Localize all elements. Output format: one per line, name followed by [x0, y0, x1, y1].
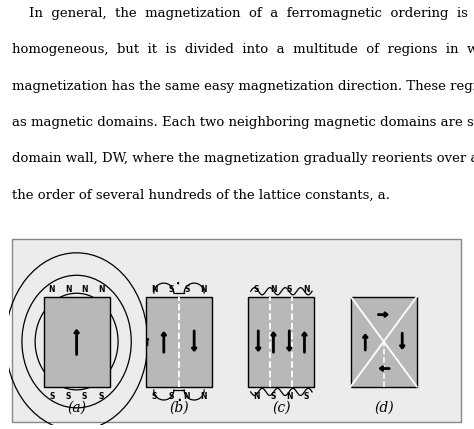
- Text: N: N: [201, 392, 207, 401]
- Text: N: N: [48, 285, 55, 294]
- Text: (a): (a): [67, 401, 86, 415]
- Text: N: N: [270, 285, 277, 294]
- Text: N: N: [82, 285, 88, 294]
- Text: N: N: [184, 392, 190, 401]
- Text: (b): (b): [169, 401, 189, 415]
- Text: S: S: [82, 392, 87, 401]
- Text: In  general,  the  magnetization  of  a  ferromagnetic  ordering  is  not: In general, the magnetization of a ferro…: [12, 7, 474, 20]
- Text: S: S: [168, 285, 173, 294]
- Text: N: N: [65, 285, 72, 294]
- Text: S: S: [271, 392, 276, 401]
- Text: N: N: [98, 285, 105, 294]
- Text: S: S: [168, 392, 173, 401]
- Text: S: S: [254, 285, 259, 294]
- Text: N: N: [151, 285, 157, 294]
- Text: S: S: [184, 285, 190, 294]
- Text: S: S: [303, 392, 309, 401]
- Text: N: N: [201, 285, 207, 294]
- Text: S: S: [99, 392, 104, 401]
- Text: magnetization has the same easy magnetization direction. These regions are calle: magnetization has the same easy magnetiz…: [12, 80, 474, 93]
- Text: (c): (c): [272, 401, 291, 415]
- Text: N: N: [303, 285, 310, 294]
- Text: domain wall, DW, where the magnetization gradually reorients over a distance in: domain wall, DW, where the magnetization…: [12, 152, 474, 165]
- Text: N: N: [286, 392, 292, 401]
- Text: S: S: [287, 285, 292, 294]
- Bar: [44, 296, 109, 387]
- Text: S: S: [152, 392, 157, 401]
- Text: (d): (d): [374, 401, 393, 415]
- Bar: [351, 296, 417, 387]
- Text: homogeneous,  but  it  is  divided  into  a  multitude  of  regions  in  which  : homogeneous, but it is divided into a mu…: [12, 43, 474, 57]
- Bar: [146, 296, 212, 387]
- Text: the order of several hundreds of the lattice constants, a.: the order of several hundreds of the lat…: [12, 188, 390, 201]
- Text: S: S: [49, 392, 55, 401]
- Text: as magnetic domains. Each two neighboring magnetic domains are separated by a: as magnetic domains. Each two neighborin…: [12, 116, 474, 129]
- FancyBboxPatch shape: [12, 239, 461, 423]
- Text: N: N: [253, 392, 260, 401]
- Text: S: S: [66, 392, 71, 401]
- Bar: [248, 296, 314, 387]
